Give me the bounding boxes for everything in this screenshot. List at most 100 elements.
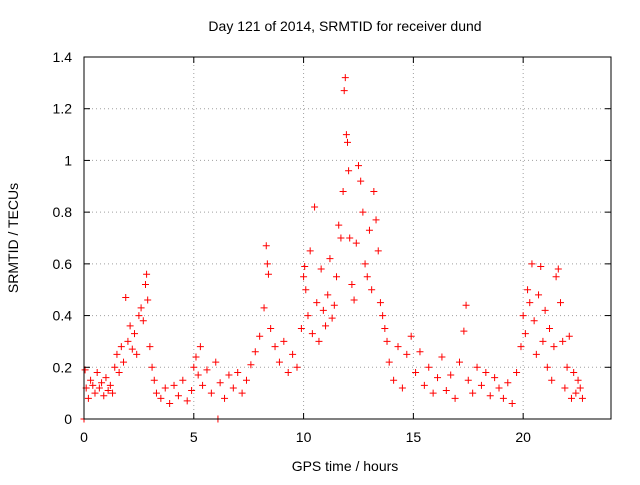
data-point [141,281,149,289]
data-point [379,312,387,320]
data-point [317,265,325,273]
data-point [541,306,549,314]
data-point [199,381,207,389]
y-tick-label: 0 [64,411,72,427]
data-point [570,368,578,376]
data-point [462,301,470,309]
data-point [403,350,411,358]
data-point [407,332,415,340]
data-point [256,332,264,340]
data-point [319,306,327,314]
axis-ticks: 0 0.2 0.4 0.6 0.8 1 1.2 1.4 0 5 10 15 20 [53,49,611,445]
data-point [174,392,182,400]
data-point [447,371,455,379]
data-point [576,384,584,392]
data-point [126,322,134,330]
data-point [345,167,353,175]
data-point [251,348,259,356]
data-point [337,234,345,242]
data-point [381,325,389,332]
y-tick-label: 0.8 [53,204,73,220]
data-point [482,368,490,376]
data-point [263,260,271,268]
data-point [464,376,472,384]
data-point [234,368,242,376]
data-point [543,363,551,371]
y-tick-label: 0.6 [53,256,73,272]
data-point [100,392,108,400]
y-tick-label: 0.2 [53,359,73,375]
data-point [460,327,468,335]
data-point [128,345,136,353]
data-point [499,394,507,402]
x-tick-label: 20 [515,429,531,445]
data-point [469,389,477,397]
data-point [93,368,101,376]
data-point [374,247,382,255]
data-point [451,394,459,402]
data-point [519,312,527,320]
data-point [425,363,433,371]
data-point [302,286,310,294]
data-point [352,239,360,247]
data-point [539,337,547,345]
data-point [416,348,424,356]
data-point [311,203,319,211]
data-point [477,381,485,389]
data-point [521,330,529,338]
data-point [179,376,187,384]
data-point [322,322,330,330]
data-point [559,337,567,345]
data-point [361,260,369,268]
data-point [339,187,347,195]
data-point [289,350,297,358]
data-point [434,374,442,382]
data-point [260,304,268,312]
data-point [115,368,123,376]
data-point [229,384,237,392]
data-point [91,389,99,397]
data-point [442,387,450,395]
data-point [556,299,564,307]
data-point [565,332,573,340]
grid [84,57,611,419]
data-point [190,363,198,371]
data-point [188,387,196,395]
data-point [284,368,292,376]
data-point [300,273,308,281]
data-point [131,330,139,338]
data-point [438,353,446,361]
data-point [532,350,540,358]
data-point [192,353,200,361]
data-point [398,384,406,392]
data-point [87,376,95,384]
data-point [344,138,351,146]
data-point [346,234,354,242]
data-point [572,389,580,397]
data-point [513,368,521,376]
data-point [135,312,143,320]
data-point [104,387,112,395]
data-point [271,343,279,351]
data-point [365,226,373,234]
data-point [313,299,321,307]
data-point [102,374,110,382]
data-point [548,376,556,384]
data-point [341,74,349,82]
data-point [350,296,358,304]
data-point [106,381,114,389]
data-point [304,312,312,320]
data-point [429,389,437,397]
data-point [301,262,309,270]
data-point [370,187,378,195]
data-point [144,296,152,304]
data-point [363,273,371,281]
y-tick-label: 1 [64,152,72,168]
data-point [412,368,420,376]
data-point [563,363,571,371]
data-point [368,286,376,294]
data-point [561,384,569,392]
data-point [120,358,128,366]
x-tick-label: 0 [80,429,88,445]
data-point [383,337,391,345]
